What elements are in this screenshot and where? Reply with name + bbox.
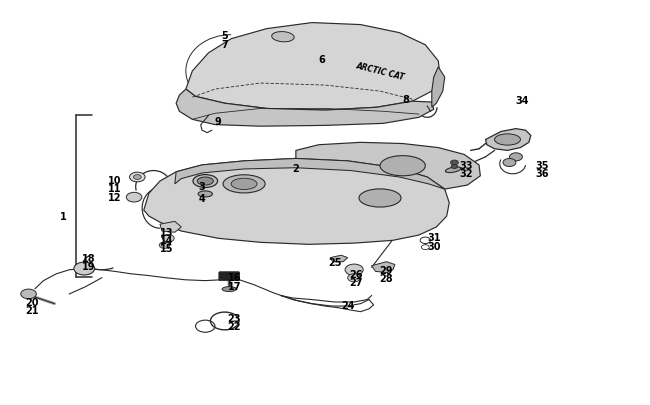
Text: 4: 4: [199, 194, 205, 203]
Text: 7: 7: [221, 40, 228, 50]
Text: 33: 33: [460, 160, 473, 171]
Ellipse shape: [445, 168, 461, 173]
Polygon shape: [486, 129, 531, 151]
Ellipse shape: [231, 179, 257, 190]
Text: 28: 28: [380, 273, 393, 283]
Text: ARCTIC CAT: ARCTIC CAT: [355, 62, 405, 82]
Text: 22: 22: [227, 322, 241, 331]
Circle shape: [451, 165, 458, 169]
Text: 16: 16: [227, 272, 241, 282]
Circle shape: [133, 175, 141, 180]
Circle shape: [421, 245, 429, 250]
Text: 15: 15: [160, 244, 173, 254]
Circle shape: [129, 173, 145, 182]
Text: 30: 30: [427, 241, 441, 251]
Text: 27: 27: [349, 277, 363, 287]
Circle shape: [162, 235, 174, 242]
Circle shape: [126, 193, 142, 202]
Ellipse shape: [272, 32, 294, 43]
Ellipse shape: [198, 192, 213, 198]
Polygon shape: [432, 68, 445, 108]
Text: 1: 1: [60, 211, 66, 222]
Circle shape: [21, 290, 36, 299]
Circle shape: [503, 159, 516, 167]
Circle shape: [510, 153, 523, 162]
Text: 36: 36: [535, 168, 549, 179]
Polygon shape: [176, 90, 434, 127]
Text: 6: 6: [318, 55, 325, 65]
Circle shape: [450, 161, 458, 166]
Circle shape: [348, 274, 361, 282]
Text: 13: 13: [160, 228, 173, 238]
Text: 20: 20: [26, 297, 39, 307]
Text: 8: 8: [402, 95, 410, 105]
Text: 2: 2: [292, 163, 299, 173]
Ellipse shape: [223, 175, 265, 194]
Text: 35: 35: [535, 160, 549, 171]
Text: 3: 3: [199, 181, 205, 192]
Circle shape: [74, 262, 95, 275]
Ellipse shape: [197, 177, 213, 185]
Ellipse shape: [380, 156, 425, 176]
Polygon shape: [372, 262, 395, 273]
Text: 23: 23: [227, 313, 241, 323]
Text: 31: 31: [427, 233, 441, 243]
Ellipse shape: [495, 134, 521, 146]
Polygon shape: [186, 23, 440, 111]
Text: 10: 10: [108, 175, 122, 185]
Text: 5: 5: [221, 31, 228, 40]
Ellipse shape: [193, 175, 218, 188]
Text: 24: 24: [341, 300, 354, 310]
Text: 14: 14: [160, 236, 173, 246]
Polygon shape: [296, 143, 480, 190]
Text: 29: 29: [380, 265, 393, 275]
Polygon shape: [330, 256, 348, 262]
Text: 34: 34: [515, 96, 529, 106]
Text: 21: 21: [26, 305, 39, 315]
Circle shape: [420, 237, 430, 244]
Polygon shape: [175, 159, 445, 190]
FancyBboxPatch shape: [219, 272, 240, 281]
Text: 12: 12: [108, 193, 122, 202]
Circle shape: [345, 264, 363, 276]
Text: 17: 17: [227, 281, 241, 291]
Ellipse shape: [359, 190, 401, 207]
Text: 26: 26: [349, 269, 363, 279]
Ellipse shape: [222, 287, 237, 292]
Polygon shape: [160, 222, 181, 232]
Text: 11: 11: [108, 183, 122, 194]
Polygon shape: [144, 159, 449, 245]
Text: 25: 25: [328, 257, 341, 267]
Text: 19: 19: [82, 261, 96, 271]
Text: 18: 18: [82, 253, 96, 263]
Circle shape: [159, 242, 170, 249]
Text: 9: 9: [215, 117, 222, 127]
Text: 32: 32: [460, 168, 473, 179]
